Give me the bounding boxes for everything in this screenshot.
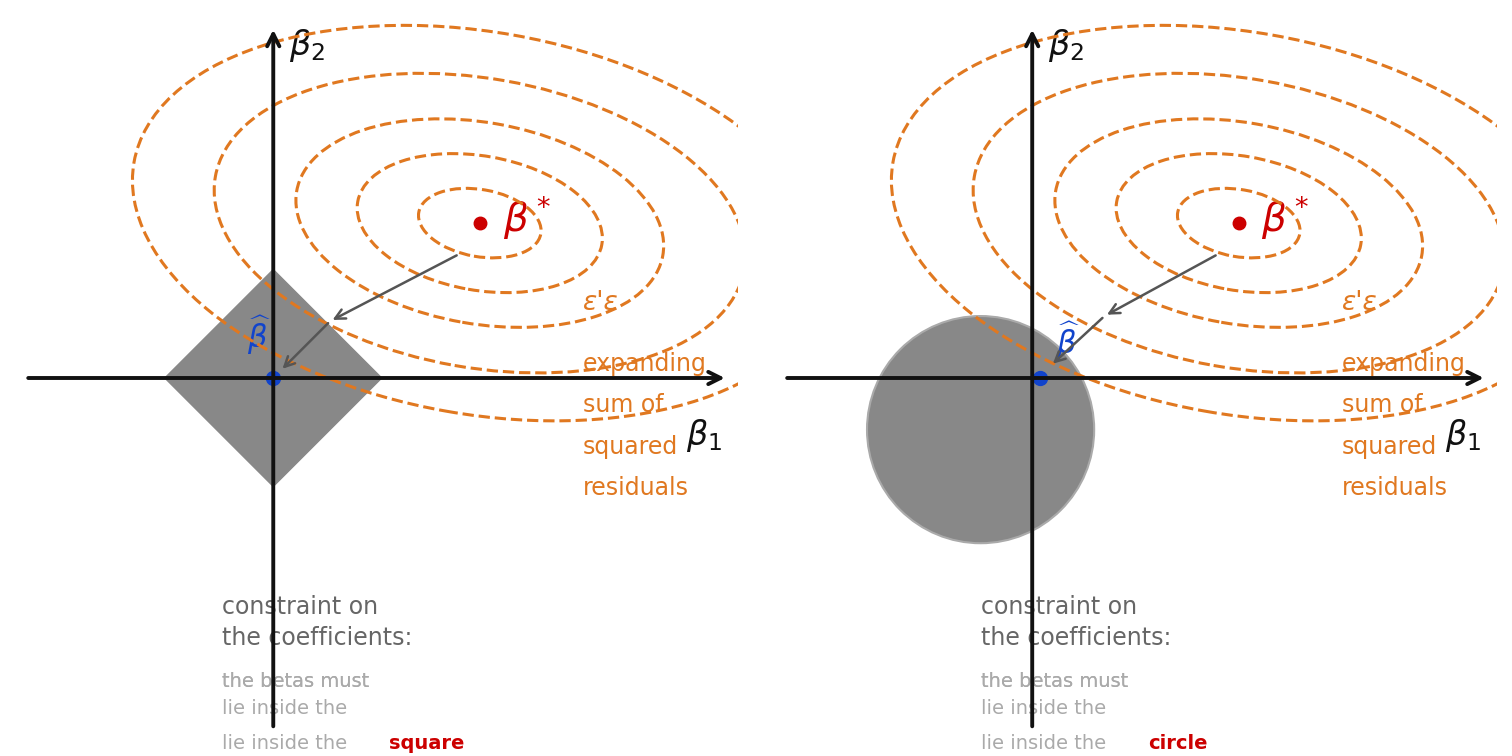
Text: the betas must
lie inside the: the betas must lie inside the <box>222 672 369 717</box>
Text: sum of: sum of <box>584 393 664 417</box>
Text: the betas must: the betas must <box>222 672 369 691</box>
Text: squared: squared <box>1343 435 1438 459</box>
Text: square: square <box>389 734 464 753</box>
Text: lie inside the: lie inside the <box>981 734 1111 753</box>
Text: $\beta_1$: $\beta_1$ <box>1445 417 1482 454</box>
Text: ε'ε: ε'ε <box>584 290 618 316</box>
Text: sum of: sum of <box>1343 393 1423 417</box>
Text: $\beta^*$: $\beta^*$ <box>1261 194 1309 241</box>
Text: ε'ε: ε'ε <box>1343 290 1377 316</box>
Text: residuals: residuals <box>584 476 689 500</box>
Text: the betas must: the betas must <box>981 672 1128 691</box>
Text: lie inside the: lie inside the <box>222 734 352 753</box>
Text: circle: circle <box>1148 734 1208 753</box>
Text: $\widehat{\beta}$: $\widehat{\beta}$ <box>248 314 272 358</box>
Text: $\beta_2$: $\beta_2$ <box>289 27 325 64</box>
Text: squared: squared <box>584 435 679 459</box>
Text: $\beta_1$: $\beta_1$ <box>686 417 723 454</box>
Polygon shape <box>165 270 381 486</box>
Text: $\beta_2$: $\beta_2$ <box>1048 27 1084 64</box>
Text: the betas must
lie inside the: the betas must lie inside the <box>981 672 1128 717</box>
Text: expanding: expanding <box>584 352 708 376</box>
Text: constraint on
the coefficients:: constraint on the coefficients: <box>222 595 411 650</box>
Text: $\widehat{\beta}$: $\widehat{\beta}$ <box>1055 319 1080 363</box>
Text: $\beta^*$: $\beta^*$ <box>502 194 550 241</box>
Text: residuals: residuals <box>1343 476 1448 500</box>
Text: constraint on
the coefficients:: constraint on the coefficients: <box>981 595 1170 650</box>
Circle shape <box>866 316 1095 544</box>
Text: expanding: expanding <box>1343 352 1465 376</box>
